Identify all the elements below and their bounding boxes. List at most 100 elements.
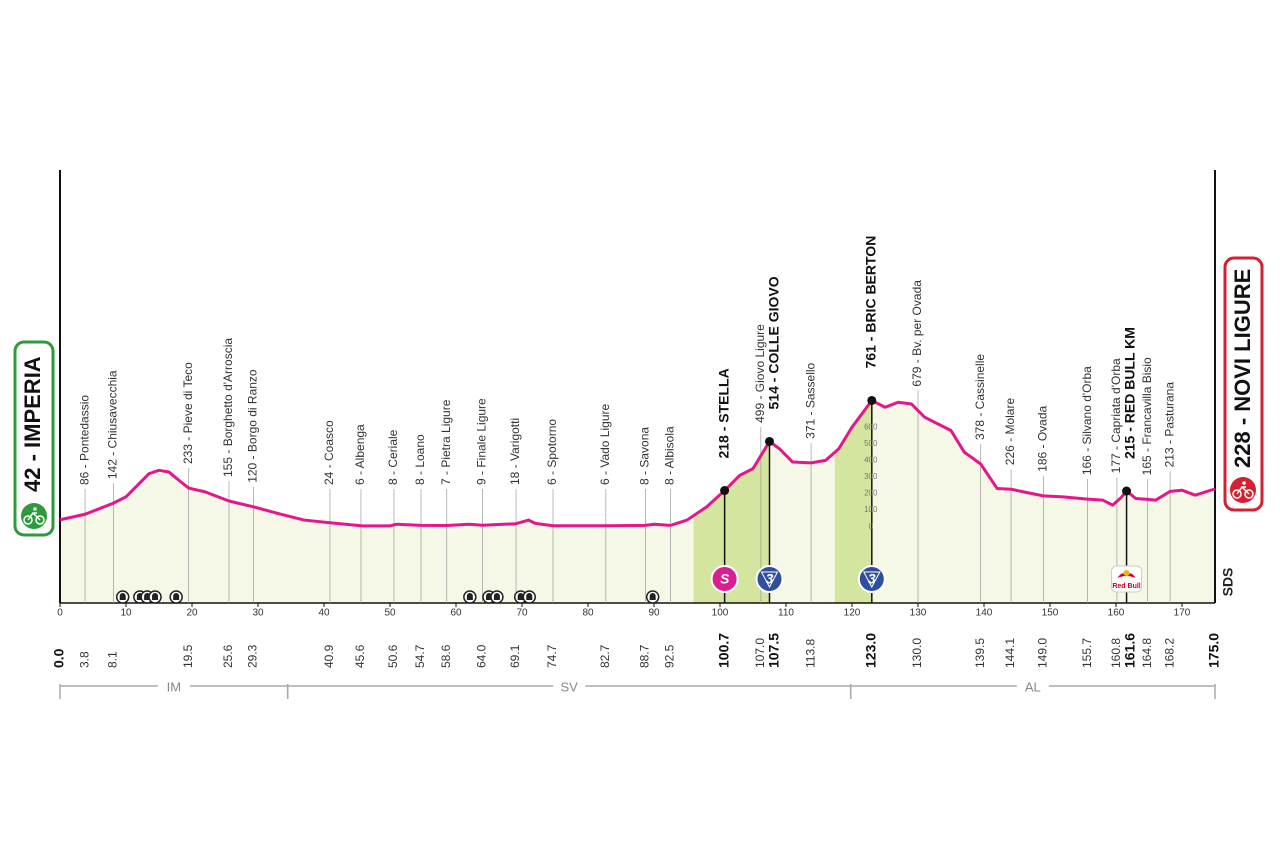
x-tick-label: 30	[252, 608, 264, 619]
finish-badge	[1223, 256, 1264, 512]
waypoint-km: 113.8	[803, 639, 817, 668]
x-tick-label: 40	[318, 608, 330, 619]
waypoint-label: 7 - Pietra Ligure	[439, 399, 453, 485]
kom-triangle	[862, 571, 881, 589]
bonus-sun	[1123, 570, 1130, 576]
y-tick-label: 600	[864, 422, 878, 431]
waypoint-label: 8 - Savona	[638, 427, 652, 485]
waypoint-label: 166 - Silvano d'Orba	[1080, 366, 1094, 475]
finish-label: 228 - NOVI LIGURE	[1230, 269, 1255, 468]
x-tick-label: 60	[450, 608, 462, 619]
waypoint-km: 155.7	[1080, 638, 1094, 668]
waypoint-km: 25.6	[221, 644, 235, 668]
waypoint-label: 8 - Loano	[413, 434, 427, 485]
waypoint-label: 761 - BRIC BERTON	[863, 236, 879, 369]
waypoint-km: 50.6	[386, 644, 400, 668]
waypoint-label: 226 - Molare	[1003, 398, 1017, 466]
waypoint-km: 107.0	[753, 638, 767, 668]
x-tick-label: 170	[1174, 608, 1191, 619]
waypoint-km: 88.7	[638, 644, 652, 668]
waypoint-label: 120 - Borgo di Ranzo	[246, 369, 260, 483]
background-layer	[60, 400, 1215, 603]
x-tick-label: 20	[186, 608, 198, 619]
finish-icon	[1230, 477, 1256, 503]
waypoint-label: 142 - Chiusavecchia	[106, 370, 120, 479]
waypoint-label: 215 - RED BULL KM	[1122, 327, 1138, 459]
y-tick-label: 200	[864, 489, 878, 498]
tunnel-icon-arch	[152, 593, 159, 600]
waypoint-label: 9 - Finale Ligure	[475, 398, 489, 485]
waypoint-label: 679 - Bv. per Ovada	[910, 280, 924, 387]
waypoint-km: 58.6	[439, 644, 453, 668]
waypoint-label: 8 - Ceriale	[386, 429, 400, 485]
bonus-label: Red Bull	[1112, 583, 1140, 590]
waypoint-km: 130.0	[910, 638, 924, 668]
waypoint-km: 3.8	[77, 651, 91, 668]
marker-dot	[1122, 486, 1132, 496]
waypoint-label: 177 - Capriata d'Orba	[1109, 358, 1123, 473]
waypoint-km: 64.0	[475, 644, 489, 668]
waypoint-km: 74.7	[545, 644, 559, 668]
waypoint-label: 378 - Cassinelle	[973, 354, 987, 440]
tunnel-icon-arch	[173, 593, 180, 600]
waypoint-km: 161.6	[1122, 633, 1138, 668]
x-tick-label: 10	[120, 608, 132, 619]
logo: SDS	[1220, 568, 1236, 597]
waypoint-label: 6 - Vado Ligure	[598, 404, 612, 485]
endpoint-km: 0.0	[51, 648, 67, 668]
waypoint-km: 123.0	[863, 633, 879, 668]
waypoint-label: 6 - Spotorno	[545, 419, 559, 485]
y-tick-label: 0	[869, 522, 874, 531]
waypoint-km: 54.7	[413, 644, 427, 668]
start-icon	[21, 503, 47, 529]
climb-zone	[693, 441, 770, 603]
waypoint-km: 100.7	[715, 633, 731, 668]
tunnel-icon-arch	[517, 593, 524, 600]
tunnel-icon-arch	[649, 593, 656, 600]
x-tick-label: 90	[648, 608, 660, 619]
waypoint-km: 19.5	[181, 644, 195, 668]
waypoint-km: 92.5	[663, 644, 677, 668]
waypoint-label: 18 - Varigotti	[508, 418, 522, 485]
bonus-bulls	[1117, 573, 1136, 578]
y-tick-label: 300	[864, 472, 878, 481]
profile-area	[60, 400, 1215, 603]
waypoint-label: 499 - Giovo Ligure	[753, 324, 767, 423]
sprint-icon	[710, 565, 739, 593]
icon-label: 3	[766, 571, 774, 587]
waypoint-label: 371 - Sassello	[803, 362, 817, 438]
x-tick-label: 100	[712, 608, 729, 619]
x-tick-label: 140	[976, 608, 993, 619]
icon-label: 3	[868, 571, 876, 587]
waypoint-km: 45.6	[353, 644, 367, 668]
start-label: 42 - IMPERIA	[20, 356, 45, 492]
waypoint-km: 149.0	[1036, 638, 1050, 668]
waypoint-label: 155 - Borghetto d'Arroscia	[221, 338, 235, 477]
province-label: IM	[167, 679, 181, 694]
x-tick-label: 130	[910, 608, 927, 619]
marker-dot	[867, 395, 877, 405]
x-tick-label: 70	[516, 608, 528, 619]
tunnel-icon-arch	[119, 593, 126, 600]
y-tick-label: 100	[864, 505, 878, 514]
x-tick-label: 160	[1108, 608, 1125, 619]
start-badge	[13, 340, 55, 537]
waypoint-km: 69.1	[508, 644, 522, 668]
waypoint-label: 8 - Albisola	[663, 426, 677, 485]
icon-label: S	[720, 571, 730, 587]
province-label: AL	[1025, 679, 1041, 694]
marker-dot	[720, 486, 730, 496]
x-tick-label: 150	[1042, 608, 1059, 619]
marker-dot	[765, 436, 774, 446]
x-tick-label: 80	[582, 608, 594, 619]
waypoint-label: 86 - Pontedassio	[77, 395, 91, 485]
province-label: SV	[561, 679, 579, 694]
waypoint-label: 6 - Albenga	[353, 424, 367, 485]
waypoint-label: 233 - Pieve di Teco	[181, 362, 195, 464]
waypoint-km: 160.8	[1109, 638, 1123, 668]
waypoint-km: 144.1	[1003, 638, 1017, 668]
waypoint-label: 213 - Pasturana	[1162, 382, 1176, 468]
x-tick-label: 50	[384, 608, 396, 619]
